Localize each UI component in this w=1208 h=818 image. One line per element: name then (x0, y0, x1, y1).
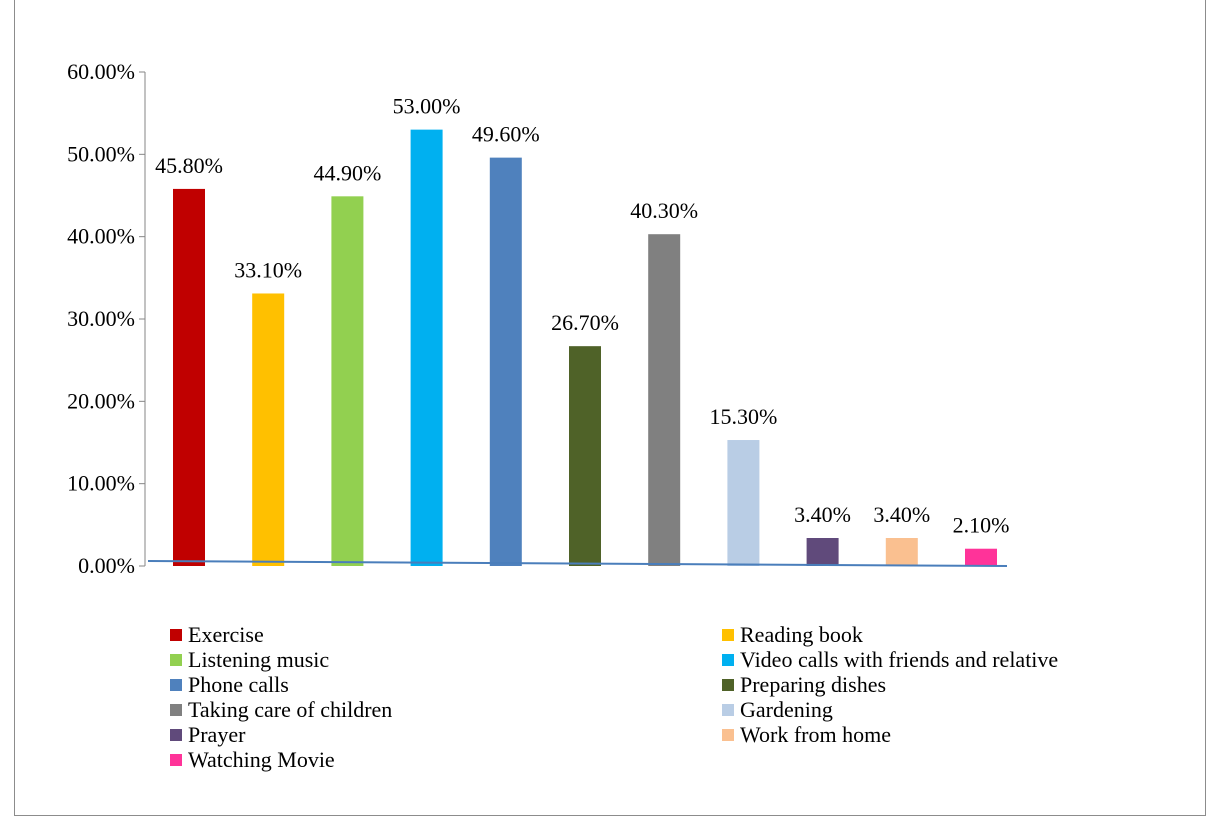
legend-swatch (170, 703, 182, 716)
legend-swatch (170, 628, 182, 641)
legend-item: Taking care of children (170, 697, 722, 722)
legend-swatch (722, 678, 734, 691)
legend-label: Video calls with friends and relative (740, 646, 1059, 672)
bar (806, 538, 839, 566)
legend-item: Watching Movie (170, 747, 722, 772)
y-tick-label: 40.00% (67, 224, 135, 249)
bar (331, 196, 364, 566)
legend-label: Taking care of children (188, 696, 393, 722)
legend-label: Reading book (740, 621, 863, 647)
legend-label: Prayer (188, 721, 246, 747)
bar-value-label: 26.70% (551, 310, 619, 335)
bar (252, 293, 285, 566)
trend-line (147, 560, 1008, 567)
legend-item: Exercise (170, 622, 722, 647)
legend-item: Work from home (722, 722, 1170, 747)
legend-item: Preparing dishes (722, 672, 1170, 697)
bar-value-label: 33.10% (234, 257, 302, 282)
bar-value-label: 53.00% (393, 94, 461, 119)
bar-value-label: 15.30% (709, 404, 777, 429)
legend-label: Watching Movie (188, 746, 335, 772)
bar (173, 188, 205, 566)
bar-value-label: 49.60% (472, 122, 540, 147)
bar (727, 440, 760, 566)
legend-swatch (170, 678, 182, 691)
bar-value-label: 2.10% (953, 513, 1010, 538)
legend-item: Gardening (722, 697, 1170, 722)
legend-swatch (722, 728, 734, 741)
legend-swatch (722, 703, 734, 716)
legend-label: Gardening (740, 696, 833, 722)
legend: Exercise Reading book Listening music Video… (170, 622, 1170, 772)
legend-swatch (170, 653, 182, 666)
bar-value-label: 45.80% (155, 153, 223, 178)
y-tick-label: 10.00% (67, 471, 135, 496)
bar-value-label: 3.40% (794, 502, 851, 527)
legend-swatch (722, 628, 734, 641)
legend-item: Video calls with friends and relative (722, 647, 1170, 672)
bar (489, 157, 522, 567)
legend-item: Phone calls (170, 672, 722, 697)
legend-label: Work from home (740, 721, 891, 747)
bar (885, 538, 918, 566)
y-tick-label: 20.00% (67, 388, 135, 413)
y-tick-label: 30.00% (67, 306, 135, 331)
bar (648, 234, 681, 567)
legend-item: Prayer (170, 722, 722, 747)
legend-label: Listening music (188, 646, 330, 672)
y-tick-label: 0.00% (78, 553, 135, 578)
y-tick-label: 60.00% (67, 59, 135, 84)
bar-value-label: 44.90% (313, 160, 381, 185)
legend-label: Phone calls (188, 671, 289, 697)
bar-chart: 0.00% 10.00% 20.00% 30.00% 40.00% 50.00% 60.00… (67, 59, 1010, 578)
bar (410, 129, 443, 566)
bar-value-label: 40.30% (630, 198, 698, 223)
bar (965, 548, 997, 566)
y-tick-label: 50.00% (67, 141, 135, 166)
legend-label: Exercise (188, 621, 264, 647)
bar-value-label: 3.40% (873, 502, 930, 527)
bar (569, 346, 601, 566)
legend-item: Reading book (722, 622, 1170, 647)
legend-swatch (722, 653, 734, 666)
legend-item: Listening music (170, 647, 722, 672)
legend-swatch (170, 753, 182, 766)
legend-label: Preparing dishes (740, 671, 887, 697)
chart-frame: 0.00% 10.00% 20.00% 30.00% 40.00% 50.00% 60.00… (14, 0, 1206, 816)
legend-swatch (170, 728, 182, 741)
